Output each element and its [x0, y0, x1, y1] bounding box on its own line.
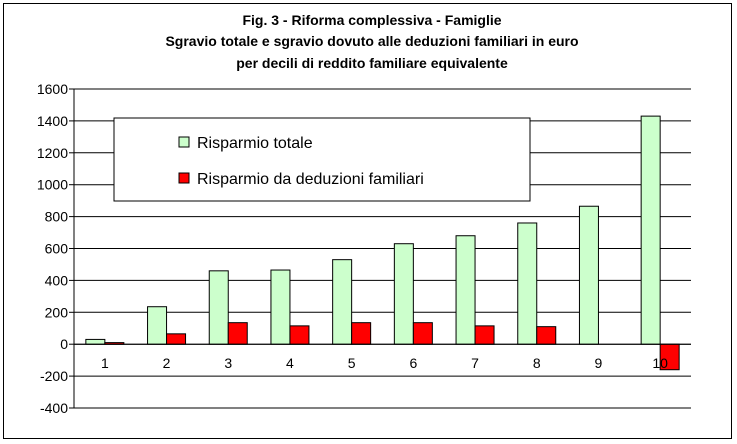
x-tick-label: 4 [286, 355, 294, 371]
bar-risparmio-deduzioni-5 [351, 322, 372, 345]
x-tick-label: 1 [101, 355, 109, 371]
x-tick-label: 9 [595, 355, 603, 371]
legend-label: Risparmio da deduzioni familiari [197, 171, 424, 188]
x-tick-label: 6 [409, 355, 417, 371]
y-tick-label: 1200 [37, 145, 68, 161]
bar-risparmio-deduzioni-8 [536, 326, 557, 345]
y-tick-label: 400 [45, 272, 69, 288]
x-tick-label: 2 [163, 355, 171, 371]
x-tick-label: 10 [652, 355, 668, 371]
y-tick-label: 600 [45, 241, 69, 257]
title-line: Fig. 3 - Riforma complessiva - Famiglie [242, 12, 501, 28]
bar-risparmio-totale-9 [578, 205, 599, 345]
y-tick-label: 800 [45, 209, 69, 225]
y-tick-label: 1000 [37, 177, 68, 193]
legend-box [113, 117, 531, 202]
bar-risparmio-deduzioni-4 [289, 325, 310, 345]
legend-swatch [178, 136, 190, 148]
x-tick-label: 7 [471, 355, 479, 371]
chart-title: Fig. 3 - Riforma complessiva - Famiglie S… [165, 12, 578, 71]
plot-area: -400 -200 0 200 400 600 800 1000 1200 1400 1600 1 2 3… [37, 81, 691, 416]
bar-risparmio-totale-5 [332, 259, 353, 345]
legend: Risparmio totale Risparmio da deduzioni f… [113, 117, 531, 202]
title-line: per decili di reddito familiare equivale… [236, 55, 508, 71]
y-tick-label: 200 [45, 304, 69, 320]
bar-risparmio-deduzioni-3 [227, 322, 248, 345]
bar-risparmio-deduzioni-7 [474, 325, 495, 345]
bar-risparmio-totale-4 [270, 269, 291, 345]
bar-risparmio-deduzioni-6 [412, 322, 433, 345]
x-tick-label: 3 [224, 355, 232, 371]
y-tick-label: 1400 [37, 113, 68, 129]
bar-risparmio-totale-8 [517, 222, 538, 345]
title-line: Sgravio totale e sgravio dovuto alle ded… [165, 33, 578, 49]
x-tick-label: 8 [533, 355, 541, 371]
chart-frame: Fig. 3 - Riforma complessiva - Famiglie S… [3, 3, 732, 439]
bar-risparmio-deduzioni-2 [166, 333, 187, 345]
bar-risparmio-totale-3 [208, 270, 229, 345]
chart-svg: Fig. 3 - Riforma complessiva - Famiglie S… [37, 12, 691, 416]
y-tick-label: -200 [40, 368, 68, 384]
bar-risparmio-totale-1 [85, 338, 106, 345]
y-tick-label: 0 [60, 336, 68, 352]
bar-risparmio-totale-7 [455, 235, 476, 345]
bar-risparmio-totale-6 [393, 243, 414, 345]
y-tick-label: 1600 [37, 81, 68, 97]
bar-risparmio-totale-2 [147, 306, 168, 345]
x-tick-label: 5 [348, 355, 356, 371]
bar-risparmio-totale-10 [640, 115, 661, 345]
legend-swatch [178, 172, 190, 184]
y-tick-label: -400 [40, 400, 68, 416]
legend-label: Risparmio totale [197, 135, 313, 152]
